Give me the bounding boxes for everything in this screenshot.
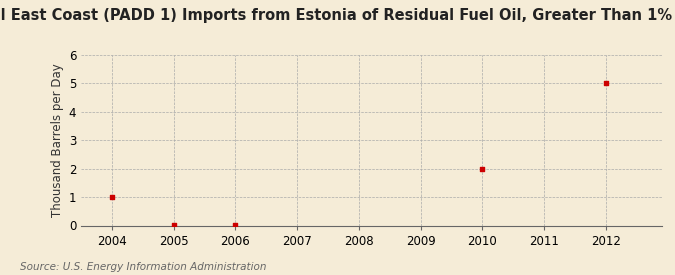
Y-axis label: Thousand Barrels per Day: Thousand Barrels per Day (51, 63, 65, 217)
Point (168, 223, 179, 227)
Point (601, 81, 612, 86)
Point (107, 195, 117, 199)
Text: Annual East Coast (PADD 1) Imports from Estonia of Residual Fuel Oil, Greater Th: Annual East Coast (PADD 1) Imports from … (0, 8, 675, 23)
Text: Source: U.S. Energy Information Administration: Source: U.S. Energy Information Administ… (20, 262, 267, 272)
Point (230, 223, 241, 227)
Point (477, 166, 488, 171)
